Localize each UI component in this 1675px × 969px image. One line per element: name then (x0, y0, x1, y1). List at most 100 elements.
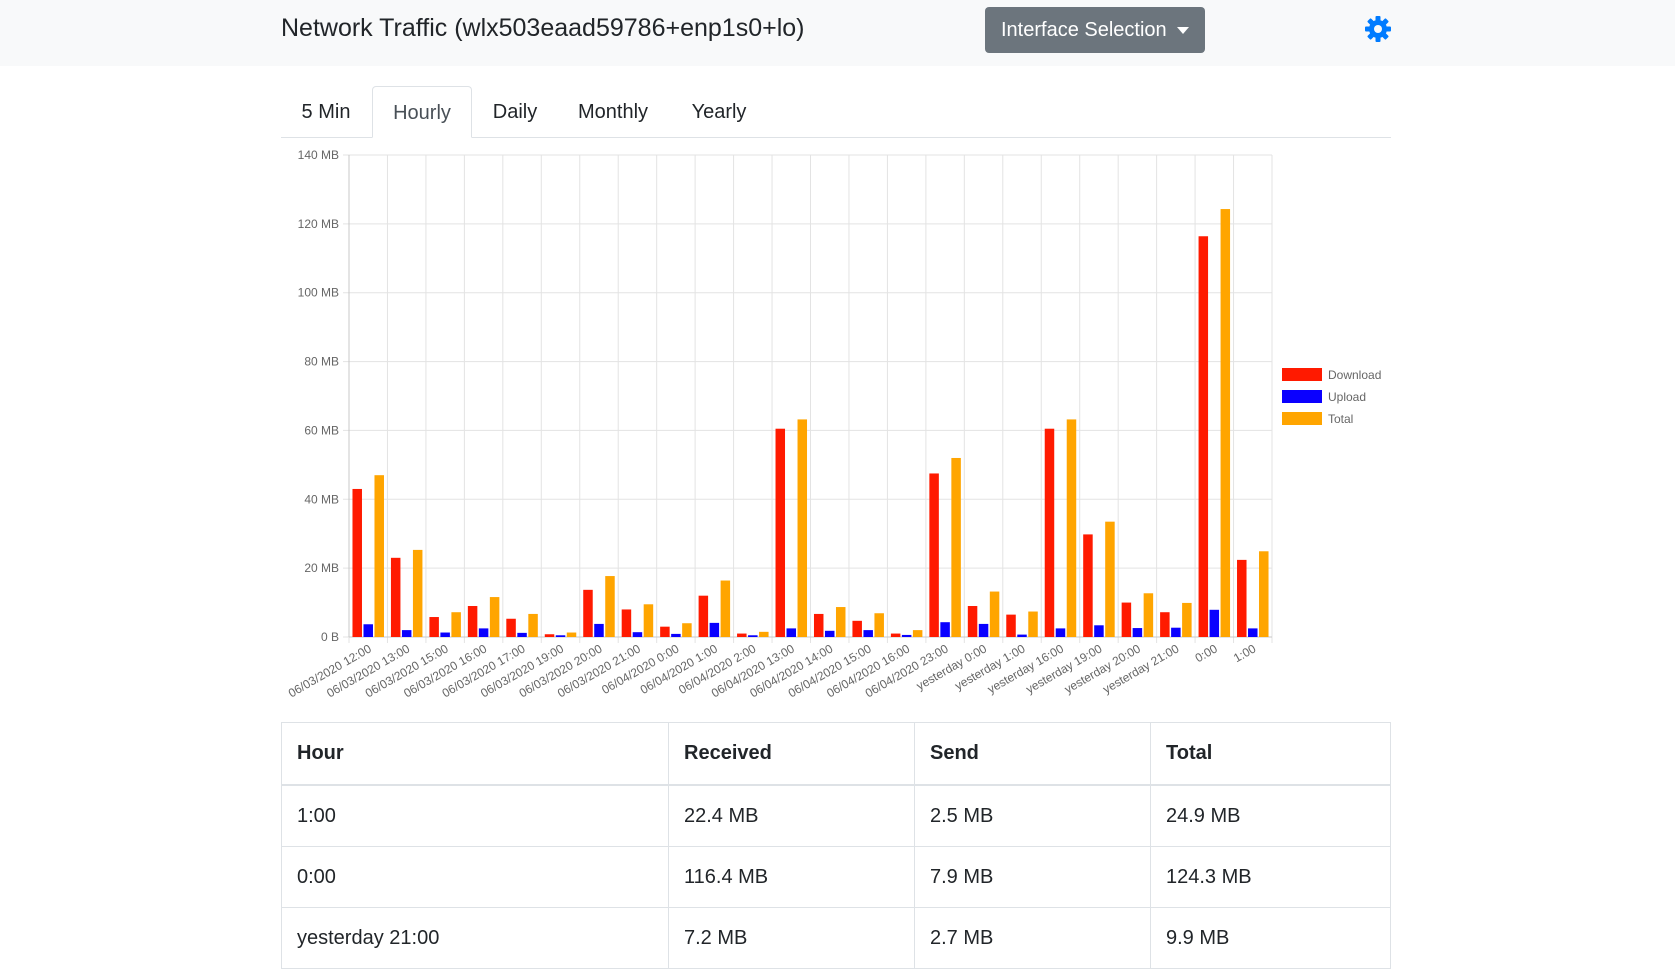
column-header-send: Send (914, 722, 1151, 786)
bar-download (737, 633, 747, 637)
bar-total (1259, 551, 1269, 637)
bar-upload (1132, 628, 1143, 637)
bar-download (967, 606, 978, 637)
bar-total (412, 549, 423, 637)
bar-download (544, 634, 555, 637)
bar-download (390, 557, 401, 637)
y-tick-label: 80 MB (304, 355, 339, 369)
legend-swatch-upload (1282, 390, 1322, 403)
bar-upload (440, 632, 450, 637)
table-row: 1:00 22.4 MB 2.5 MB 24.9 MB (281, 784, 1391, 847)
bar-download (1198, 236, 1209, 637)
interface-selection-button[interactable]: Interface Selection (985, 7, 1205, 53)
tab-monthly[interactable]: Monthly (577, 101, 649, 123)
traffic-chart: 0 B 20 MB 40 MB 60 MB 80 MB 100 MB 120 MB 140 M… (286, 148, 1382, 700)
cell-total: 9.9 MB (1150, 907, 1391, 969)
period-tabs: 5 Min Hourly Daily Monthly Yearly (281, 86, 1391, 138)
bar-total (912, 630, 923, 637)
bar-upload (401, 630, 412, 637)
bar-upload (594, 623, 604, 637)
bar-download (852, 620, 862, 637)
bar-download (1237, 559, 1247, 637)
bar-download (467, 606, 478, 637)
bar-upload (478, 628, 489, 637)
bar-total (1028, 611, 1038, 637)
bar-download (352, 488, 362, 637)
tab-yearly[interactable]: Yearly (691, 101, 747, 123)
legend-label-download: Download (1328, 368, 1381, 382)
cell-hour: 0:00 (281, 846, 669, 908)
bar-download (621, 609, 632, 637)
y-tick-label: 140 MB (298, 148, 339, 162)
traffic-table: Hour Received Send Total 1:00 22.4 MB 2.… (281, 722, 1391, 969)
cell-total: 24.9 MB (1150, 784, 1391, 847)
y-tick-label: 40 MB (304, 492, 339, 506)
legend-label-total: Total (1328, 412, 1353, 426)
bar-download (813, 613, 824, 637)
cell-send: 2.5 MB (914, 784, 1151, 847)
table-row: 0:00 116.4 MB 7.9 MB 124.3 MB (281, 846, 1391, 908)
table-header-row: Hour Received Send Total (281, 722, 1391, 786)
bar-upload (1248, 628, 1258, 637)
page-title: Network Traffic (wlx503eaad59786+enp1s0+… (281, 14, 805, 42)
bar-upload (940, 622, 950, 637)
y-tick-label: 20 MB (304, 561, 339, 575)
bar-download (775, 428, 786, 637)
bar-total (1143, 593, 1154, 637)
y-tick-label: 60 MB (304, 423, 339, 437)
bar-upload (863, 630, 873, 637)
bar-upload (786, 628, 797, 637)
cell-send: 2.7 MB (914, 907, 1151, 969)
x-tick-label: 1:00 (1231, 641, 1259, 665)
bar-download (660, 626, 670, 637)
cell-send: 7.9 MB (914, 846, 1151, 908)
x-tick-label: 0:00 (1193, 641, 1221, 665)
bar-upload (555, 635, 566, 637)
gear-icon[interactable] (1363, 14, 1393, 44)
bar-upload (1094, 625, 1104, 637)
caret-down-icon (1177, 27, 1189, 34)
bar-download (929, 473, 939, 637)
bar-total (528, 613, 538, 637)
bar-upload (978, 623, 989, 637)
bar-total (1105, 521, 1115, 637)
bar-download (1006, 614, 1016, 637)
bar-total (566, 632, 577, 637)
cell-received: 7.2 MB (668, 907, 915, 969)
bar-total (1066, 419, 1077, 637)
bar-total (682, 623, 692, 637)
bar-download (1044, 428, 1055, 637)
bar-download (698, 595, 709, 637)
bar-total (989, 591, 1000, 637)
cell-received: 22.4 MB (668, 784, 915, 847)
tab-daily[interactable]: Daily (492, 101, 538, 123)
legend-swatch-download (1282, 368, 1322, 381)
column-header-hour: Hour (281, 722, 669, 786)
bar-upload (363, 624, 373, 637)
bar-total (759, 631, 769, 637)
y-tick-label: 100 MB (298, 286, 339, 300)
cell-total: 124.3 MB (1150, 846, 1391, 908)
bar-total (374, 475, 384, 637)
bar-upload (1209, 609, 1220, 637)
tab-5-min[interactable]: 5 Min (301, 101, 351, 123)
bar-upload (901, 634, 912, 637)
column-header-total: Total (1150, 722, 1391, 786)
cell-hour: 1:00 (281, 784, 669, 847)
bar-total (643, 604, 654, 637)
bar-total (835, 607, 846, 637)
bar-upload (1017, 634, 1027, 637)
bar-upload (671, 633, 681, 637)
bar-download (1083, 534, 1093, 637)
bar-total (605, 576, 615, 637)
bar-download (429, 617, 439, 637)
bar-download (890, 633, 901, 637)
column-header-received: Received (668, 722, 915, 786)
bar-total (951, 457, 961, 637)
bar-download (583, 589, 593, 637)
bar-upload (517, 632, 527, 637)
tab-hourly[interactable]: Hourly (372, 86, 472, 138)
bar-upload (1055, 628, 1066, 637)
top-navbar: Network Traffic (wlx503eaad59786+enp1s0+… (0, 0, 1675, 66)
bar-download (506, 618, 516, 637)
